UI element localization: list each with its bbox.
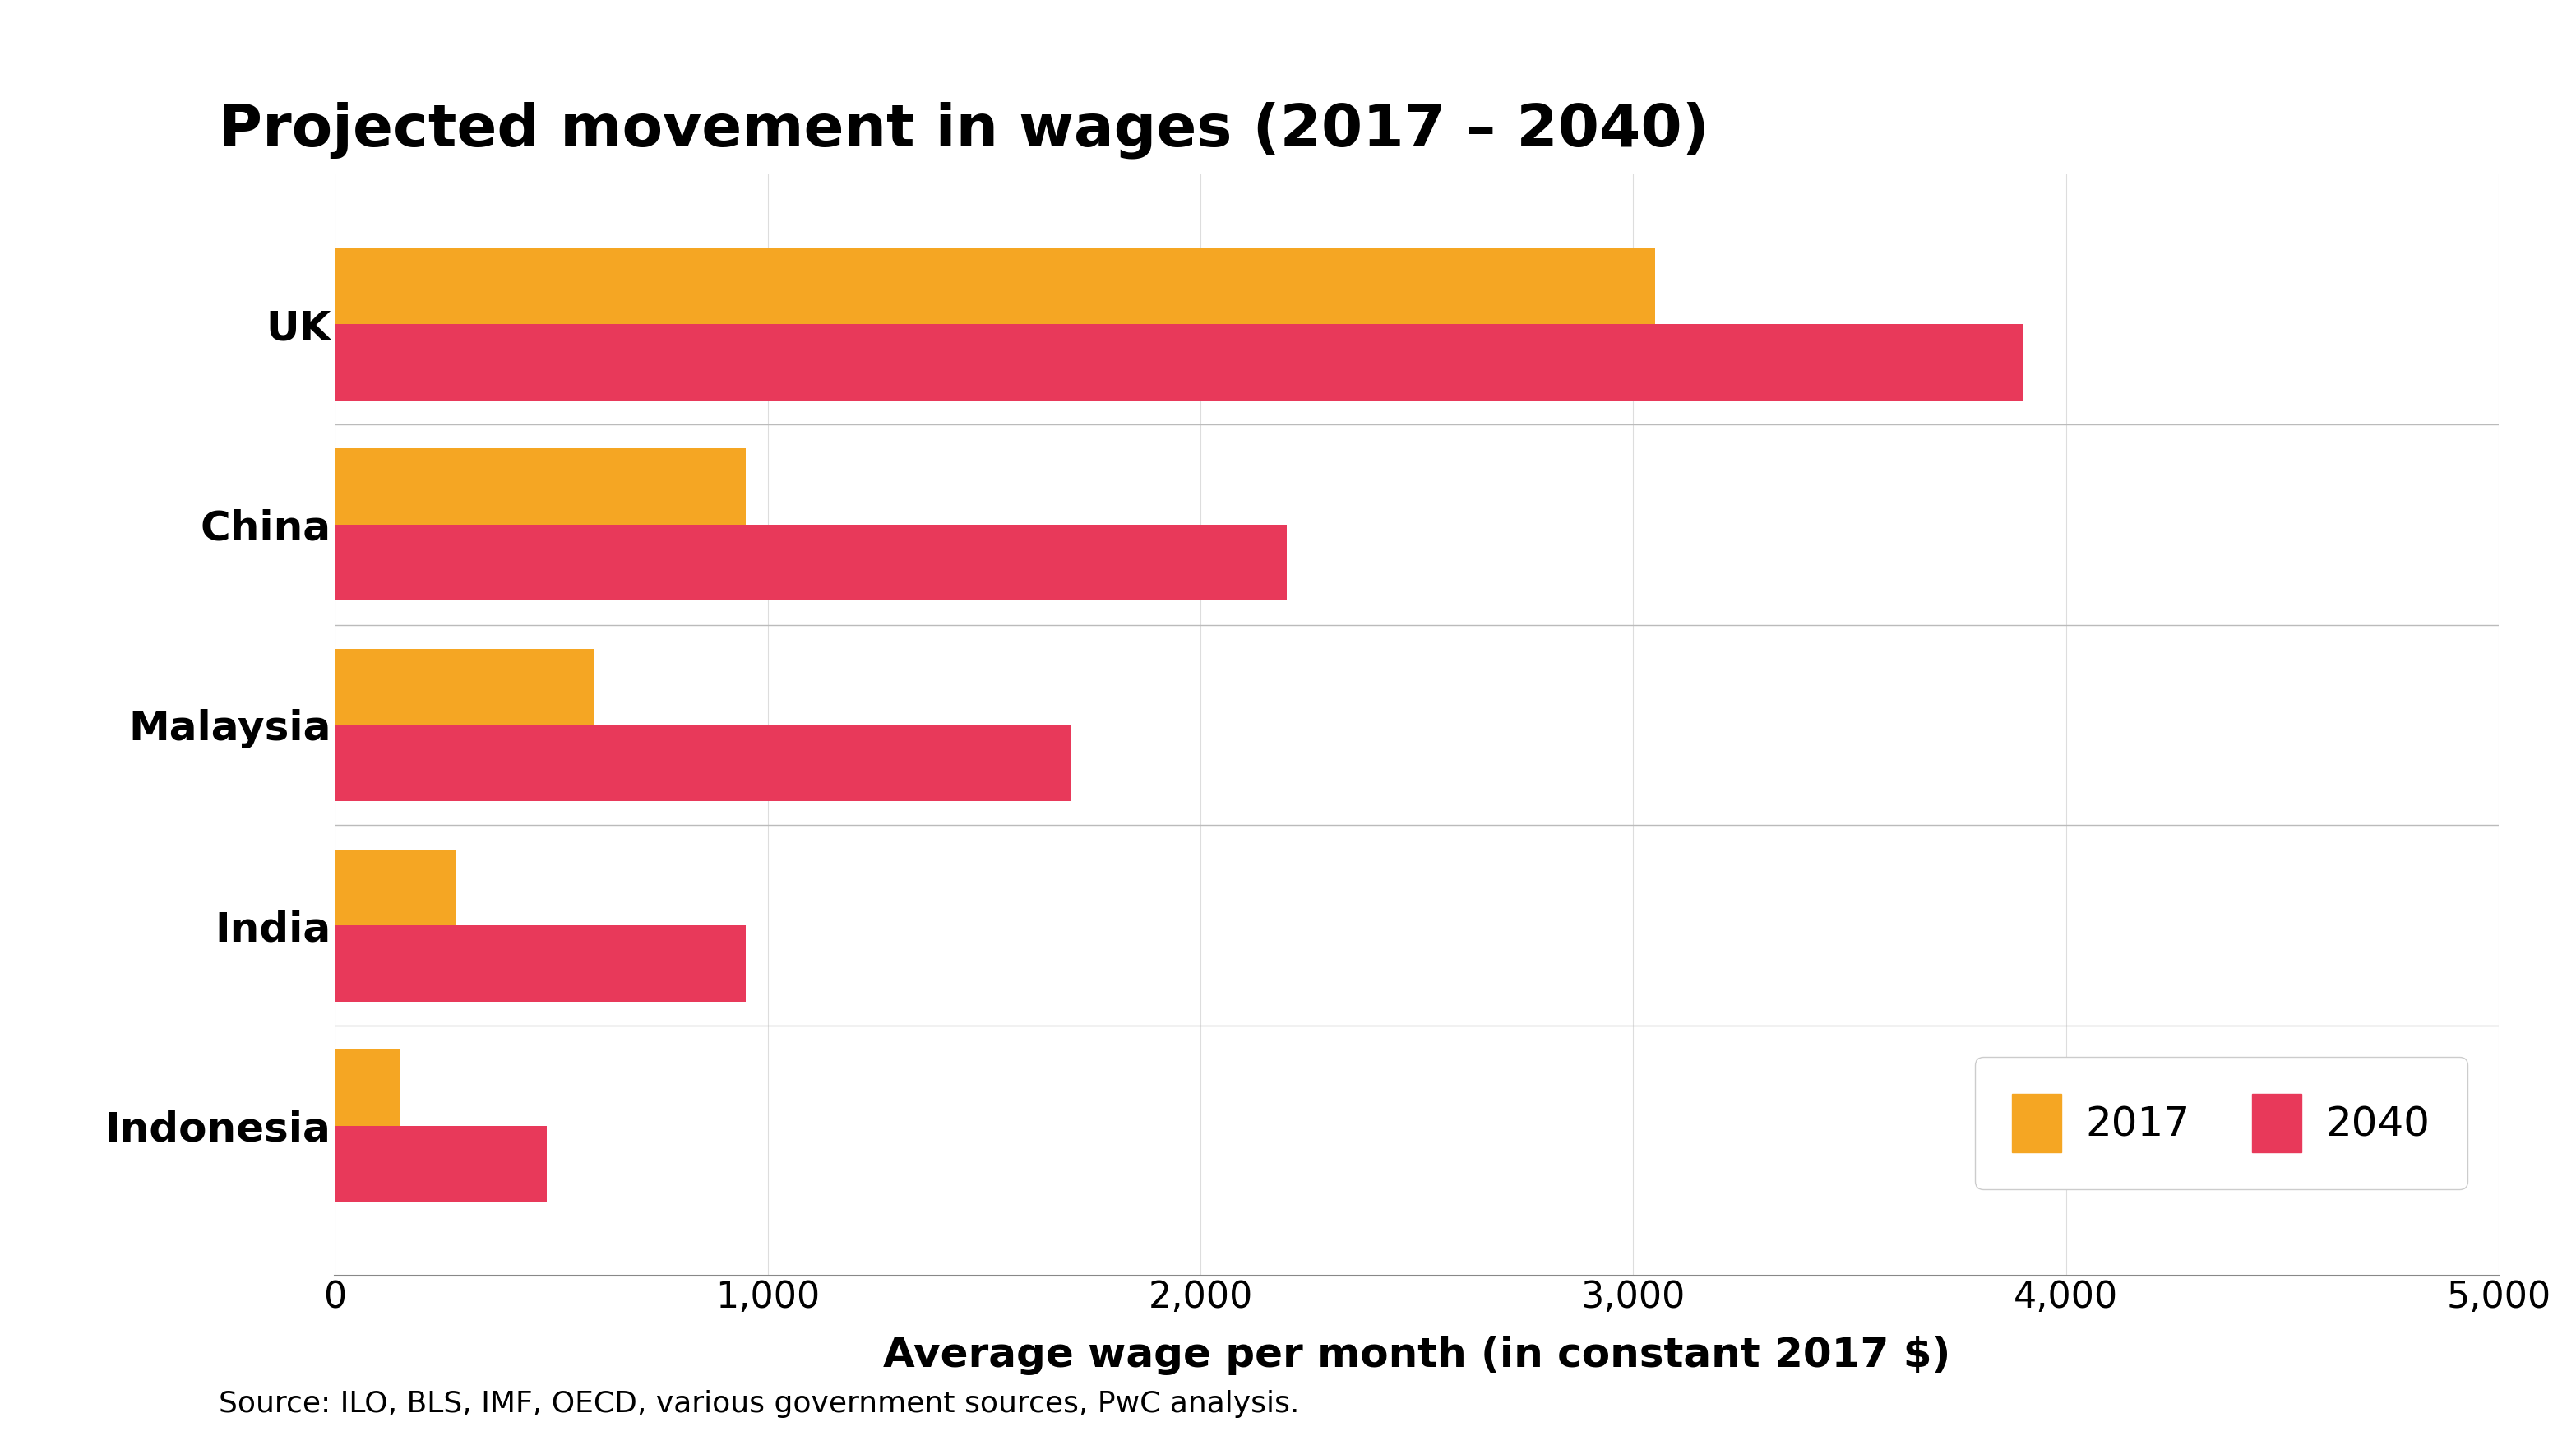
Bar: [335, 1050, 399, 1125]
Bar: [335, 1125, 546, 1202]
Bar: [335, 248, 1654, 325]
Text: Projected movement in wages (2017 – 2040): Projected movement in wages (2017 – 2040…: [219, 102, 1710, 158]
Bar: [335, 648, 595, 725]
X-axis label: Average wage per month (in constant 2017 $): Average wage per month (in constant 2017…: [884, 1335, 1950, 1376]
Bar: [335, 325, 2022, 400]
Legend: 2017, 2040: 2017, 2040: [1976, 1057, 2468, 1189]
Bar: [335, 448, 747, 525]
Bar: [335, 725, 1072, 802]
Bar: [335, 925, 747, 1002]
Bar: [335, 525, 1288, 600]
Text: Source: ILO, BLS, IMF, OECD, various government sources, PwC analysis.: Source: ILO, BLS, IMF, OECD, various gov…: [219, 1391, 1301, 1418]
Bar: [335, 850, 456, 925]
